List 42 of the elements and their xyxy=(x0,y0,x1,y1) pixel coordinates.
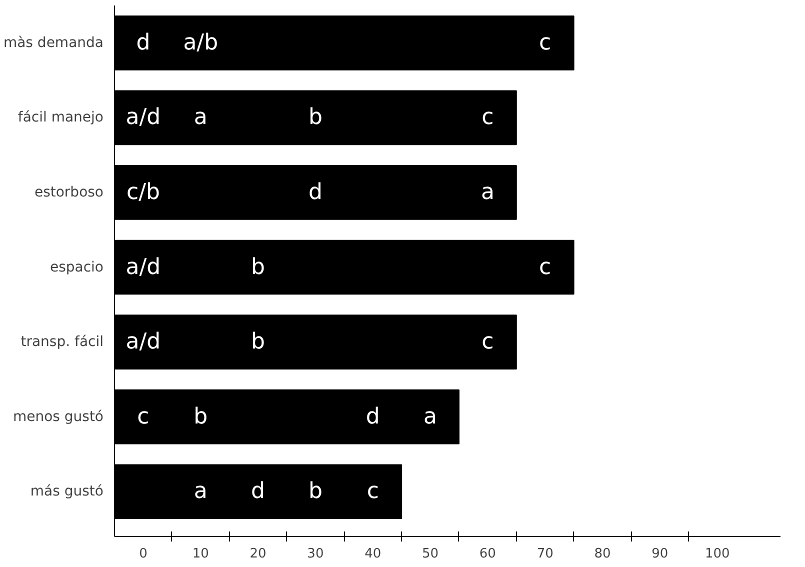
x-tick-label: 20 xyxy=(250,546,266,562)
y-tick-label: màs demanda xyxy=(3,34,104,51)
y-tick-label: transp. fácil xyxy=(20,334,104,350)
y-tick-label: más gustó xyxy=(30,484,104,500)
annotation: b xyxy=(194,404,208,430)
y-tick-label: estorboso xyxy=(34,184,104,200)
x-tick-label: 40 xyxy=(364,546,382,562)
annotation: a/d xyxy=(126,254,161,280)
annotation: a/d xyxy=(126,105,161,130)
annotation: c xyxy=(482,330,494,355)
annotation: d xyxy=(308,180,322,205)
annotation: a xyxy=(194,105,208,130)
annotation: d xyxy=(251,479,266,504)
annotation: b xyxy=(251,330,266,355)
annotation: c xyxy=(539,254,552,280)
y-tick-label: espacio xyxy=(50,259,104,276)
x-tick-label: 70 xyxy=(536,546,554,562)
annotation: c xyxy=(137,404,150,430)
annotation: d xyxy=(366,404,380,430)
annotation: c xyxy=(482,105,494,130)
x-tick-label: 10 xyxy=(192,546,209,562)
x-tick-label: 80 xyxy=(594,546,611,562)
annotation: c xyxy=(539,30,552,56)
annotation: d xyxy=(136,30,150,56)
annotation: a/d xyxy=(126,330,161,355)
annotation: b xyxy=(308,479,322,504)
annotation: b xyxy=(251,254,266,280)
annotation: c/b xyxy=(126,180,160,205)
x-tick-label: 60 xyxy=(479,546,496,562)
annotation: b xyxy=(308,105,322,130)
annotation: a/b xyxy=(183,30,218,56)
annotation: a xyxy=(480,180,494,205)
y-tick-label: menos gustó xyxy=(12,408,104,425)
annotation: a xyxy=(424,404,438,430)
y-tick-label: fácil manejo xyxy=(18,110,104,126)
x-tick-label: 0 xyxy=(139,546,148,562)
annotation: c xyxy=(366,479,379,504)
x-tick-label: 90 xyxy=(652,546,668,562)
x-tick-label: 30 xyxy=(307,546,324,562)
annotation: a xyxy=(194,479,208,504)
x-tick-label: 50 xyxy=(422,546,439,562)
x-tick-label: 100 xyxy=(704,546,730,562)
